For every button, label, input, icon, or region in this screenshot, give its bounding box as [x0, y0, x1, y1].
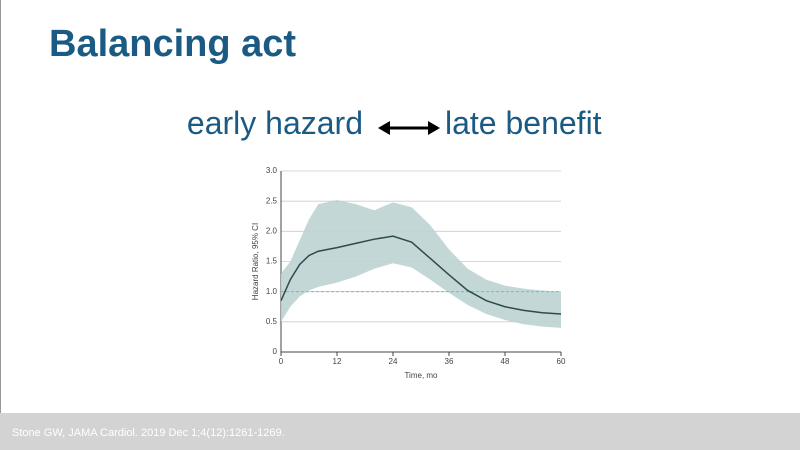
x-tick-label: 48 — [501, 357, 510, 366]
x-tick-label: 36 — [445, 357, 454, 366]
y-tick-label: 1.5 — [266, 257, 278, 266]
left-text: early hazard — [187, 105, 363, 141]
y-tick-label: 0 — [273, 347, 278, 356]
double-arrow — [378, 121, 440, 135]
x-tick-label: 12 — [333, 357, 342, 366]
x-tick-label: 24 — [389, 357, 398, 366]
footer-text: Stone GW, JAMA Cardiol. 2019 Dec 1;4(12)… — [12, 427, 285, 439]
x-tick-label: 60 — [557, 357, 566, 366]
slide-title: Balancing act — [49, 23, 296, 65]
confidence-band — [281, 199, 561, 328]
y-tick-label: 2.0 — [266, 226, 278, 235]
plot: 0 0.5 1.0 1.5 2.0 2.5 3.0 0 12 24 36 48 60 Time, mo Ha… — [251, 166, 566, 380]
footer-bar — [0, 413, 800, 450]
x-axis-label: Time, mo — [404, 371, 438, 380]
right-text: late benefit — [445, 105, 602, 141]
x-tick-label: 0 — [279, 357, 284, 366]
y-tick-label: 2.5 — [266, 196, 278, 205]
hazard-line — [280, 235, 562, 315]
y-axis-label: Hazard Ratio, 95% CI — [251, 223, 260, 300]
y-tick-label: 1.0 — [266, 287, 278, 296]
y-tick-label: 0.5 — [266, 317, 278, 326]
y-tick-label: 3.0 — [266, 166, 278, 175]
